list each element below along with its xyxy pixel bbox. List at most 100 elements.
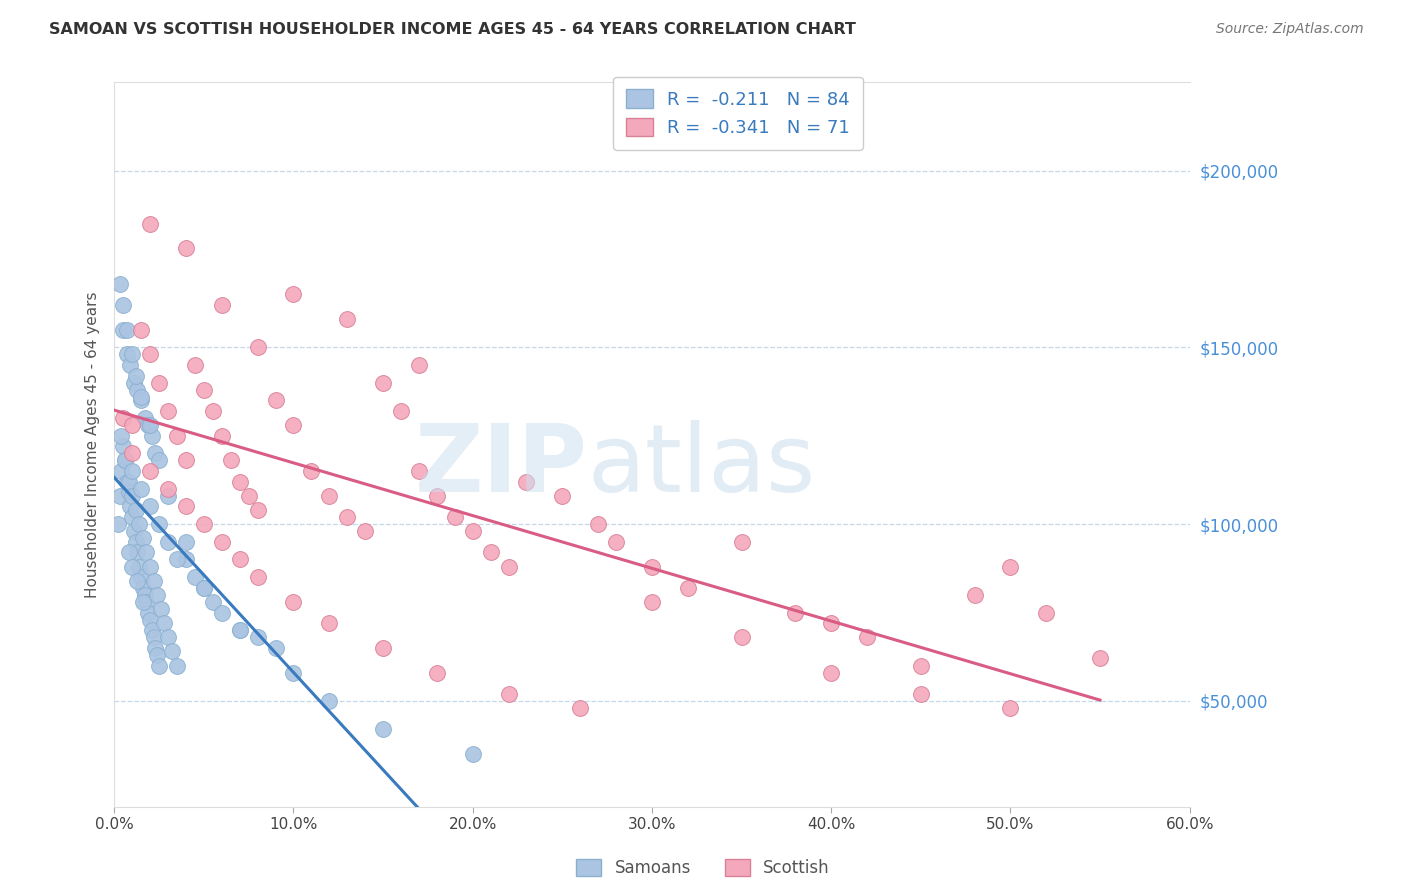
- Point: [132, 531, 155, 545]
- Point: [121, 418, 143, 433]
- Point: [110, 428, 132, 442]
- Point: [145, 446, 167, 460]
- Point: [785, 606, 807, 620]
- Point: [246, 630, 269, 644]
- Point: [122, 376, 145, 390]
- Point: [127, 574, 149, 588]
- Text: SAMOAN VS SCOTTISH HOUSEHOLDER INCOME AGES 45 - 64 YEARS CORRELATION CHART: SAMOAN VS SCOTTISH HOUSEHOLDER INCOME AG…: [49, 22, 856, 37]
- Point: [676, 581, 699, 595]
- Point: [129, 570, 152, 584]
- Point: [120, 500, 142, 514]
- Point: [246, 570, 269, 584]
- Point: [139, 559, 162, 574]
- Point: [219, 453, 242, 467]
- Point: [1000, 701, 1022, 715]
- Point: [264, 640, 287, 655]
- Point: [498, 687, 520, 701]
- Point: [136, 606, 159, 620]
- Point: [134, 411, 156, 425]
- Point: [246, 503, 269, 517]
- Point: [426, 489, 449, 503]
- Point: [641, 595, 664, 609]
- Point: [121, 347, 143, 361]
- Point: [174, 552, 197, 566]
- Point: [129, 323, 152, 337]
- Point: [156, 630, 179, 644]
- Point: [856, 630, 879, 644]
- Point: [121, 464, 143, 478]
- Point: [228, 552, 250, 566]
- Point: [112, 411, 135, 425]
- Point: [121, 489, 143, 503]
- Point: [117, 485, 139, 500]
- Point: [128, 559, 150, 574]
- Point: [443, 510, 465, 524]
- Point: [318, 616, 340, 631]
- Point: [371, 722, 394, 736]
- Point: [135, 595, 157, 609]
- Point: [299, 464, 322, 478]
- Point: [184, 570, 207, 584]
- Point: [128, 517, 150, 532]
- Point: [371, 640, 394, 655]
- Point: [115, 475, 138, 489]
- Point: [184, 358, 207, 372]
- Point: [166, 658, 188, 673]
- Point: [201, 404, 224, 418]
- Point: [174, 241, 197, 255]
- Point: [174, 500, 197, 514]
- Point: [121, 510, 143, 524]
- Point: [193, 383, 215, 397]
- Point: [125, 534, 148, 549]
- Point: [1035, 606, 1057, 620]
- Point: [145, 640, 167, 655]
- Point: [336, 312, 359, 326]
- Point: [115, 347, 138, 361]
- Point: [166, 428, 188, 442]
- Point: [108, 277, 131, 291]
- Point: [605, 534, 627, 549]
- Point: [193, 581, 215, 595]
- Point: [117, 545, 139, 559]
- Point: [139, 464, 162, 478]
- Point: [820, 665, 842, 680]
- Point: [211, 298, 233, 312]
- Point: [114, 453, 136, 467]
- Point: [115, 323, 138, 337]
- Point: [498, 559, 520, 574]
- Point: [371, 376, 394, 390]
- Point: [461, 524, 484, 539]
- Point: [108, 489, 131, 503]
- Point: [139, 500, 162, 514]
- Point: [125, 368, 148, 383]
- Point: [110, 464, 132, 478]
- Point: [146, 648, 169, 662]
- Point: [156, 482, 179, 496]
- Text: Source: ZipAtlas.com: Source: ZipAtlas.com: [1216, 22, 1364, 37]
- Text: ZIP: ZIP: [415, 420, 588, 512]
- Point: [139, 418, 162, 433]
- Point: [153, 616, 176, 631]
- Point: [148, 517, 170, 532]
- Point: [641, 559, 664, 574]
- Point: [148, 453, 170, 467]
- Point: [569, 701, 592, 715]
- Point: [228, 623, 250, 637]
- Point: [283, 287, 305, 301]
- Point: [139, 347, 162, 361]
- Point: [139, 217, 162, 231]
- Point: [174, 534, 197, 549]
- Point: [408, 358, 430, 372]
- Point: [142, 630, 165, 644]
- Point: [201, 595, 224, 609]
- Point: [228, 623, 250, 637]
- Point: [211, 606, 233, 620]
- Point: [264, 393, 287, 408]
- Point: [160, 644, 183, 658]
- Point: [730, 630, 752, 644]
- Point: [132, 595, 155, 609]
- Point: [121, 559, 143, 574]
- Point: [112, 298, 135, 312]
- Point: [963, 588, 986, 602]
- Point: [318, 694, 340, 708]
